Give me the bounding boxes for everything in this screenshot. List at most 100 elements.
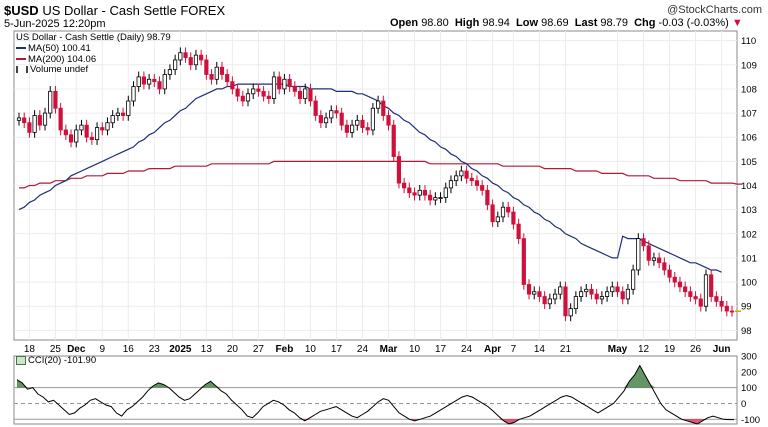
volume-bars-icon xyxy=(16,65,28,73)
candle-body xyxy=(318,115,323,124)
candle-body xyxy=(729,310,735,313)
candle-body xyxy=(683,286,688,293)
date-tick-label: 9 xyxy=(99,344,105,355)
cci-tick-label: -100 xyxy=(741,415,760,426)
candle-body xyxy=(485,189,490,206)
candle-body xyxy=(63,129,68,136)
candle-body xyxy=(303,88,308,99)
low-label: Low xyxy=(516,17,539,29)
candle-body xyxy=(126,100,131,116)
candle-body xyxy=(58,107,63,131)
candle-body xyxy=(329,110,334,119)
candle-body xyxy=(402,182,407,189)
instrument-name: US Dollar - Cash Settle xyxy=(42,3,177,18)
candle-body xyxy=(376,100,381,109)
open-value: 98.80 xyxy=(421,17,449,29)
date-tick-label: 16 xyxy=(123,344,135,355)
candle-body xyxy=(594,293,599,300)
cci-tick-label: 300 xyxy=(741,352,757,363)
candle-body xyxy=(552,293,558,300)
candle-body xyxy=(219,66,225,75)
candle-body xyxy=(563,286,568,317)
candle-body xyxy=(625,288,631,300)
last-value: 98.79 xyxy=(600,17,628,29)
candle-body xyxy=(542,296,547,305)
candle-body xyxy=(225,74,230,83)
ma200-line xyxy=(19,160,743,189)
candle-body xyxy=(32,115,37,133)
candle-body xyxy=(537,291,542,297)
price-tick-label: 102 xyxy=(741,229,757,240)
candle-body xyxy=(27,122,32,133)
candle-body xyxy=(323,117,329,124)
candle-body xyxy=(147,78,152,85)
candle-body xyxy=(120,112,126,116)
candle-body xyxy=(615,286,620,293)
candle-body xyxy=(277,76,282,90)
candle-body xyxy=(657,257,662,264)
candle-body xyxy=(724,305,729,312)
symbol: $USD xyxy=(4,3,39,18)
candle-body xyxy=(308,88,313,102)
candle-body xyxy=(438,197,443,199)
legend-ma50-label: MA(50) 100.41 xyxy=(28,43,91,54)
candle-body xyxy=(173,59,178,71)
candle-body xyxy=(631,269,636,290)
candle-body xyxy=(558,286,563,295)
date-tick-label: 23 xyxy=(149,344,161,355)
candle-body xyxy=(16,117,22,121)
candle-body xyxy=(469,177,474,182)
candle-body xyxy=(37,115,42,126)
candle-body xyxy=(100,127,105,131)
candle-body xyxy=(188,57,193,66)
candle-body xyxy=(698,298,703,307)
open-label: Open xyxy=(390,17,419,29)
date-tick-label: Mar xyxy=(380,344,398,355)
candle-body xyxy=(584,288,589,293)
candle-body xyxy=(568,308,573,317)
candle-body xyxy=(646,245,651,261)
price-tick-label: 104 xyxy=(741,181,757,192)
date-tick-label: 14 xyxy=(534,344,546,355)
legend-volume-label: Volume undef xyxy=(30,64,89,75)
candle-body xyxy=(641,238,646,247)
candles xyxy=(16,47,741,322)
date-tick-label: Jun xyxy=(713,344,731,355)
price-tick-label: 99 xyxy=(741,302,752,313)
cci-swatch xyxy=(16,355,26,365)
brand-watermark: @StockCharts.com xyxy=(667,4,762,16)
date-tick-label: 10 xyxy=(409,344,421,355)
ma50-line xyxy=(18,83,722,273)
candle-body xyxy=(428,194,433,201)
candle-body xyxy=(521,238,526,285)
symbol-title: $USD US Dollar - Cash Settle FOREX xyxy=(4,3,225,18)
candle-body xyxy=(287,78,292,87)
candle-body xyxy=(68,134,74,143)
candle-body xyxy=(199,54,204,61)
date-tick-label: 7 xyxy=(511,344,517,355)
candle-body xyxy=(677,281,683,288)
last-label: Last xyxy=(574,17,598,29)
candle-body xyxy=(204,59,209,75)
price-tick-label: 103 xyxy=(741,205,757,216)
candle-body xyxy=(292,86,297,92)
cci-tick-label: 100 xyxy=(741,383,757,394)
candle-body xyxy=(422,189,428,196)
candle-body xyxy=(131,86,136,102)
chg-label: Chg xyxy=(634,17,656,29)
candle-body xyxy=(230,81,235,90)
price-tick-label: 100 xyxy=(741,278,757,289)
candle-body xyxy=(599,296,604,300)
price-tick-label: 107 xyxy=(741,109,757,120)
candle-body xyxy=(110,115,115,124)
date-tick-label: 25 xyxy=(50,344,62,355)
price-tick-label: 101 xyxy=(741,253,757,264)
candle-body xyxy=(381,100,386,116)
candle-body xyxy=(136,76,141,87)
candle-body xyxy=(662,262,667,271)
candle-body xyxy=(605,291,610,297)
quote-bar: Open 98.80 High 98.94 Low 98.69 Last 98.… xyxy=(390,17,743,29)
price-y-axis: 98 99 100 101 102 103 104 105 106 107 108 109 110 xyxy=(741,36,757,337)
legend-price-label: US Dollar - Cash Settle (Daily) 98.79 xyxy=(16,32,171,43)
candle-body xyxy=(365,127,370,131)
